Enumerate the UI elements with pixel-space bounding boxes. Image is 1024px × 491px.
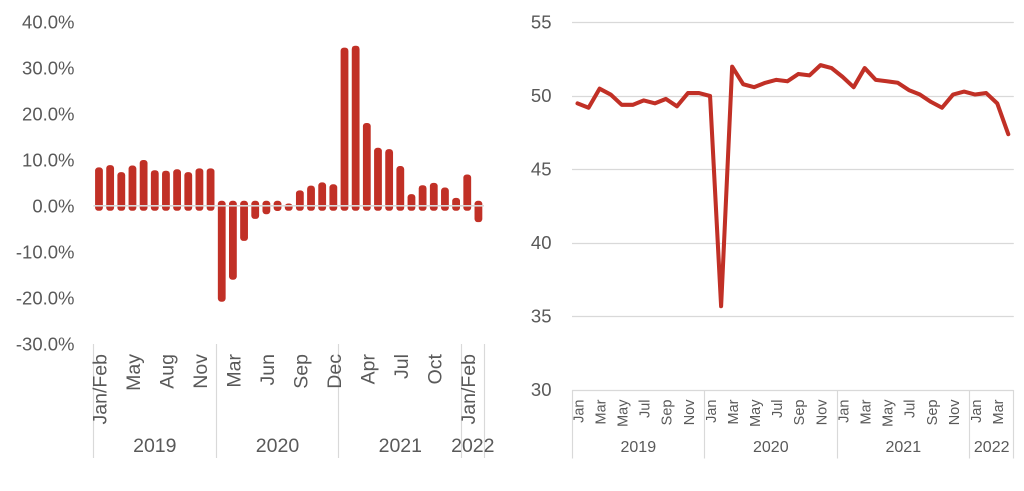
svg-text:Dec: Dec	[324, 354, 346, 389]
svg-text:2021: 2021	[379, 435, 422, 457]
svg-text:35: 35	[531, 306, 552, 327]
svg-text:May: May	[123, 354, 145, 391]
svg-text:Nov: Nov	[947, 399, 963, 426]
svg-text:2020: 2020	[753, 439, 789, 456]
svg-text:Jan/Feb: Jan/Feb	[89, 354, 111, 425]
svg-text:20.0%: 20.0%	[22, 103, 74, 124]
svg-text:Mar: Mar	[858, 399, 874, 424]
svg-text:Mar: Mar	[991, 399, 1007, 424]
svg-text:Jan: Jan	[704, 400, 720, 423]
svg-text:Jul: Jul	[770, 400, 786, 419]
svg-text:10.0%: 10.0%	[22, 149, 74, 170]
svg-text:May: May	[616, 399, 632, 427]
svg-text:Nov: Nov	[190, 354, 212, 389]
svg-text:Jan: Jan	[836, 400, 852, 423]
svg-text:2022: 2022	[974, 439, 1010, 456]
svg-text:40: 40	[531, 232, 552, 253]
svg-text:Jan: Jan	[571, 400, 587, 423]
svg-text:Jan/Feb: Jan/Feb	[458, 354, 480, 425]
svg-text:45: 45	[531, 159, 552, 180]
svg-text:2019: 2019	[133, 435, 176, 457]
svg-text:Nov: Nov	[682, 399, 698, 426]
svg-text:Mar: Mar	[726, 399, 742, 424]
svg-text:Apr: Apr	[357, 354, 379, 385]
svg-text:0.0%: 0.0%	[32, 195, 74, 216]
svg-text:55: 55	[531, 12, 552, 33]
svg-text:40.0%: 40.0%	[22, 11, 74, 32]
svg-text:Sep: Sep	[290, 354, 312, 389]
svg-text:May: May	[881, 399, 897, 427]
svg-text:30.0%: 30.0%	[22, 57, 74, 78]
svg-text:Mar: Mar	[593, 399, 609, 424]
svg-text:2020: 2020	[256, 435, 300, 457]
svg-text:Sep: Sep	[925, 400, 941, 426]
svg-text:Jul: Jul	[638, 400, 654, 419]
svg-text:2019: 2019	[621, 439, 657, 456]
svg-text:Jan: Jan	[969, 400, 985, 423]
svg-text:Aug: Aug	[156, 354, 178, 389]
svg-text:Oct: Oct	[424, 353, 446, 384]
svg-text:50: 50	[531, 85, 552, 106]
svg-text:30: 30	[531, 379, 552, 400]
svg-text:May: May	[748, 399, 764, 427]
svg-text:Nov: Nov	[814, 399, 830, 426]
svg-text:2022: 2022	[451, 435, 494, 457]
svg-text:Sep: Sep	[792, 400, 808, 426]
svg-text:Jun: Jun	[257, 354, 279, 385]
svg-text:-20.0%: -20.0%	[16, 287, 75, 308]
svg-text:-30.0%: -30.0%	[16, 333, 75, 354]
svg-text:Jul: Jul	[391, 354, 413, 379]
svg-text:Jul: Jul	[903, 400, 919, 419]
svg-text:Mar: Mar	[223, 354, 245, 388]
svg-text:Sep: Sep	[660, 400, 676, 426]
svg-text:-10.0%: -10.0%	[16, 241, 75, 262]
svg-text:2021: 2021	[886, 439, 922, 456]
